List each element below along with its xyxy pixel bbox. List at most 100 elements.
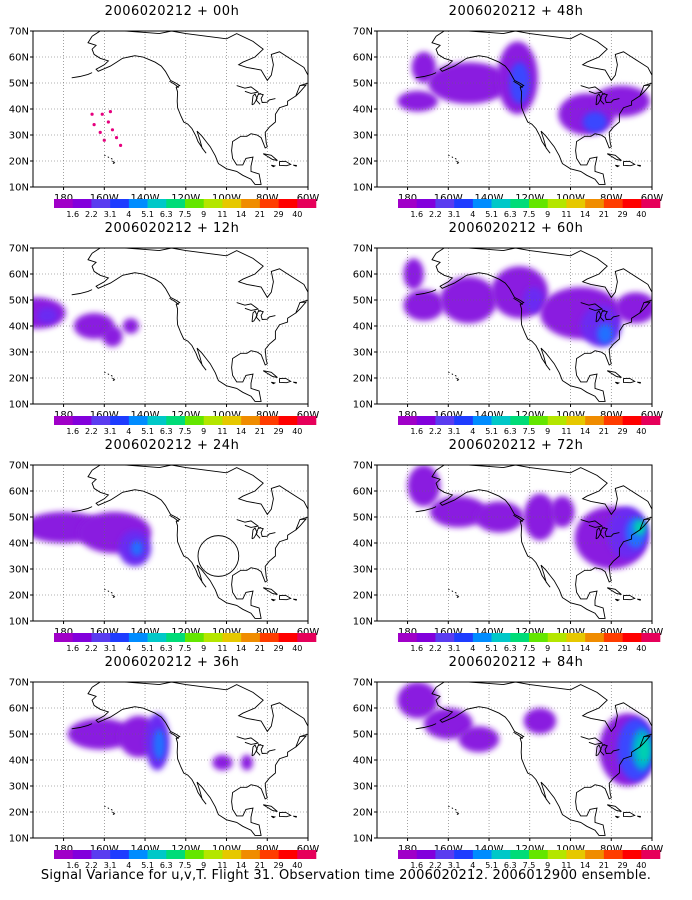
- y-tick-label: 70N: [9, 461, 29, 472]
- coastline-path: [104, 154, 106, 157]
- x-tick-label: 60W: [641, 193, 664, 204]
- colorbar-label: 14: [236, 861, 246, 870]
- coastline-path: [651, 740, 652, 741]
- colorbar-swatch: [128, 633, 148, 642]
- colorbar-label: 29: [273, 210, 283, 219]
- x-tick-label: 180: [54, 844, 73, 855]
- colorbar-label: 29: [617, 861, 627, 870]
- colorbar-label: 1.6: [66, 210, 79, 219]
- coastline: [71, 682, 308, 836]
- coastline-path: [415, 723, 437, 730]
- colorbar: 1.6 2.2 3.1 4 5.1 6.3 7.5 9 11 14 21 29 40: [398, 850, 661, 870]
- coastline-path: [71, 72, 93, 79]
- variance-region: [597, 323, 614, 345]
- coastline-path: [293, 164, 297, 167]
- coastline-path: [169, 80, 179, 88]
- y-tick-label: 30N: [9, 348, 29, 359]
- coastline-path: [451, 590, 454, 592]
- y-tick-label: 40N: [9, 539, 29, 550]
- colorbar-swatch: [72, 416, 92, 425]
- colorbar-swatch: [166, 633, 186, 642]
- map-panel: 2006020212 + 72h 180 160W 140W 120W 100W 80W 60…: [346, 438, 686, 653]
- coastline-path: [599, 309, 606, 322]
- colorbar-label: 14: [580, 861, 590, 870]
- coastline-path: [255, 526, 262, 539]
- colorbar: 1.6 2.2 3.1 4 5.1 6.3 7.5 9 11 14 21 29 40: [54, 199, 317, 219]
- x-tick-label: 100W: [212, 844, 241, 855]
- colorbar-label: 6.3: [504, 427, 517, 436]
- x-tick-label: 120W: [171, 193, 200, 204]
- coastline-path: [448, 588, 450, 591]
- colorbar-label: 14: [236, 210, 246, 219]
- colorbar-label: 9: [201, 427, 206, 436]
- y-tick-label: 20N: [9, 157, 29, 168]
- colorbar-swatch: [491, 850, 511, 859]
- colorbar-swatch: [547, 633, 567, 642]
- colorbar-swatch: [297, 850, 317, 859]
- colorbar-label: 5.1: [141, 210, 154, 219]
- coastline-path: [110, 158, 113, 160]
- colorbar-swatch: [547, 199, 567, 208]
- coastline-path: [601, 92, 620, 103]
- variance-point: [90, 112, 94, 116]
- colorbar-label: 2.2: [429, 210, 442, 219]
- coastline-path: [454, 809, 457, 811]
- coastline-path: [236, 519, 260, 528]
- colorbar-swatch: [491, 199, 511, 208]
- coastline-path: [257, 92, 276, 103]
- colorbar: 1.6 2.2 3.1 4 5.1 6.3 7.5 9 11 14 21 29 40: [398, 199, 661, 219]
- panel-title: 2006020212 + 72h: [448, 438, 584, 453]
- colorbar-swatch: [416, 416, 436, 425]
- coastline-path: [651, 523, 652, 524]
- colorbar-swatch: [222, 199, 242, 208]
- colorbar-swatch: [510, 850, 530, 859]
- coastline-path: [169, 297, 179, 305]
- variance-region: [523, 708, 557, 734]
- colorbar-swatch: [472, 850, 492, 859]
- colorbar-swatch: [472, 199, 492, 208]
- y-tick-label: 30N: [9, 782, 29, 793]
- coastline: [415, 682, 652, 836]
- colorbar-label: 5.1: [485, 210, 498, 219]
- coastline-path: [615, 815, 621, 819]
- y-tick-label: 60N: [353, 53, 373, 64]
- colorbar-label: 11: [217, 644, 227, 653]
- coastline-path: [637, 164, 641, 167]
- colorbar-swatch: [398, 416, 418, 425]
- coastline-path: [595, 310, 602, 323]
- coastline-path: [637, 381, 641, 384]
- colorbar-swatch: [297, 633, 317, 642]
- variance-region: [153, 728, 166, 760]
- coastline-path: [595, 93, 602, 106]
- colorbar-label: 21: [255, 210, 265, 219]
- x-tick-label: 60W: [297, 193, 320, 204]
- colorbar-label: 7.5: [523, 861, 536, 870]
- colorbar-swatch: [622, 416, 642, 425]
- colorbar-swatch: [641, 199, 661, 208]
- y-tick-label: 40N: [353, 756, 373, 767]
- colorbar-label: 14: [580, 210, 590, 219]
- x-tick-label: 120W: [171, 844, 200, 855]
- coastline-path: [236, 736, 260, 745]
- colorbar-label: 4: [470, 861, 475, 870]
- colorbar-swatch: [416, 633, 436, 642]
- grid-lines: [33, 31, 308, 187]
- colorbar-label: 29: [273, 644, 283, 653]
- colorbar-swatch: [454, 416, 474, 425]
- x-tick-label: 140W: [475, 410, 504, 421]
- colorbar-label: 40: [292, 644, 302, 653]
- colorbar-label: 21: [599, 861, 609, 870]
- variance-point: [110, 128, 115, 132]
- x-tick-label: 80W: [600, 193, 623, 204]
- coastline-path: [580, 736, 604, 745]
- y-tick-label: 60N: [9, 270, 29, 281]
- colorbar-label: 40: [292, 210, 302, 219]
- colorbar-label: 3.1: [448, 210, 461, 219]
- colorbar-swatch: [222, 633, 242, 642]
- colorbar-label: 3.1: [448, 427, 461, 436]
- colorbar-swatch: [398, 633, 418, 642]
- colorbar-swatch: [416, 199, 436, 208]
- y-tick-label: 10N: [9, 617, 29, 628]
- colorbar-label: 2.2: [85, 427, 98, 436]
- map-plot: 180 160W 140W 120W 100W 80W 60W 10N 20N 30N 40N 50N…: [9, 244, 320, 437]
